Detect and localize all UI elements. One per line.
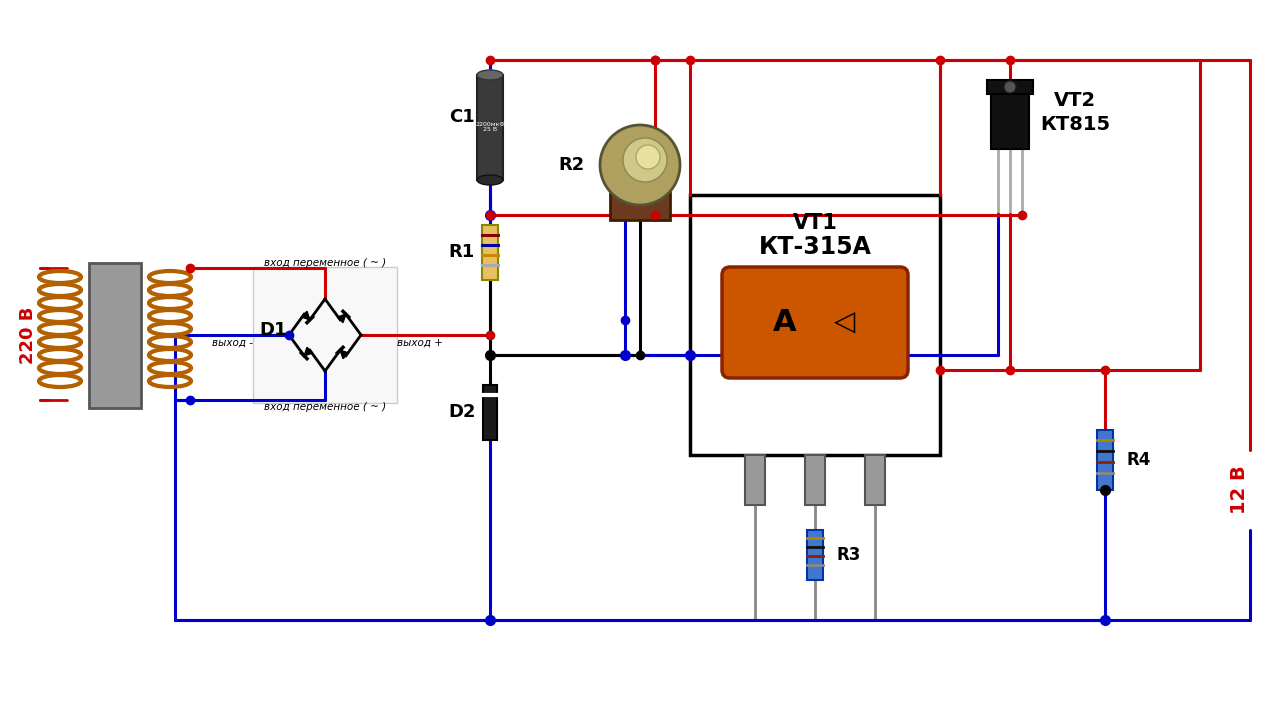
Text: 12 B: 12 B xyxy=(1230,466,1249,514)
Bar xyxy=(253,267,397,403)
Text: C1: C1 xyxy=(449,108,475,126)
Text: VT2: VT2 xyxy=(1053,91,1096,109)
Text: D2: D2 xyxy=(448,403,476,421)
Text: R1: R1 xyxy=(449,243,475,261)
Text: A: A xyxy=(773,307,797,336)
Text: R4: R4 xyxy=(1126,451,1152,469)
Text: выход -: выход - xyxy=(212,338,253,348)
Text: R2: R2 xyxy=(559,156,585,174)
Circle shape xyxy=(636,145,660,169)
Circle shape xyxy=(1004,81,1016,93)
Circle shape xyxy=(600,125,680,205)
Text: ◁: ◁ xyxy=(835,308,856,336)
Bar xyxy=(987,80,1033,94)
Text: R3: R3 xyxy=(837,546,861,564)
Circle shape xyxy=(623,138,667,182)
Bar xyxy=(483,385,497,440)
Text: 2200мкФ
25 В: 2200мкФ 25 В xyxy=(475,122,504,132)
Text: вход переменное ( ~ ): вход переменное ( ~ ) xyxy=(264,402,387,412)
Bar xyxy=(745,455,765,505)
Ellipse shape xyxy=(477,70,503,80)
Bar xyxy=(805,455,826,505)
Bar xyxy=(477,75,503,180)
Bar xyxy=(690,195,940,455)
Bar xyxy=(483,225,498,280)
Text: КТ815: КТ815 xyxy=(1039,114,1110,133)
Polygon shape xyxy=(340,350,348,359)
Polygon shape xyxy=(301,311,310,320)
FancyBboxPatch shape xyxy=(722,267,908,378)
Polygon shape xyxy=(305,347,312,356)
Bar xyxy=(611,175,669,220)
Text: вход переменное ( ~ ): вход переменное ( ~ ) xyxy=(264,258,387,268)
Bar xyxy=(90,263,141,408)
Polygon shape xyxy=(338,314,346,323)
Text: VT1: VT1 xyxy=(792,213,837,233)
Bar xyxy=(991,94,1029,149)
Bar xyxy=(865,455,884,505)
Text: D1: D1 xyxy=(260,321,287,339)
Text: 220 B: 220 B xyxy=(19,306,37,364)
Bar xyxy=(806,530,823,580)
Text: КТ-315А: КТ-315А xyxy=(759,235,872,259)
Ellipse shape xyxy=(477,175,503,185)
Bar xyxy=(1097,430,1114,490)
Text: выход +: выход + xyxy=(397,338,443,348)
